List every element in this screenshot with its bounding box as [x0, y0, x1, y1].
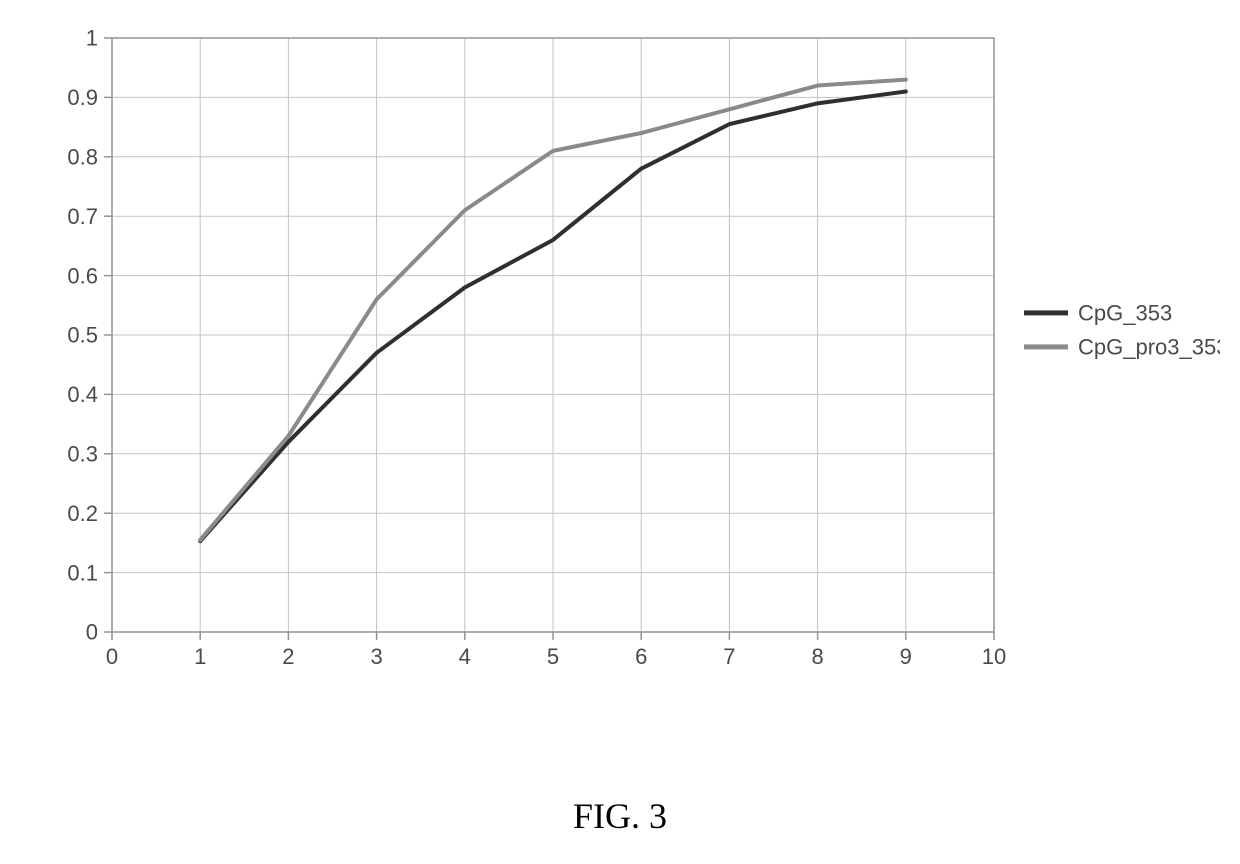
chart-container: 00.10.20.30.40.50.60.70.80.9101234567891…: [20, 20, 1220, 720]
svg-text:9: 9: [900, 644, 912, 669]
svg-text:0.3: 0.3: [67, 442, 98, 467]
svg-text:0.2: 0.2: [67, 501, 98, 526]
svg-text:10: 10: [982, 644, 1006, 669]
legend-label: CpG_pro3_353: [1078, 335, 1220, 360]
svg-text:5: 5: [547, 644, 559, 669]
svg-text:0.6: 0.6: [67, 263, 98, 288]
svg-text:0.7: 0.7: [67, 204, 98, 229]
svg-text:0.5: 0.5: [67, 323, 98, 348]
svg-text:0.8: 0.8: [67, 145, 98, 170]
svg-text:0.4: 0.4: [67, 382, 98, 407]
svg-text:0.1: 0.1: [67, 560, 98, 585]
svg-text:0.9: 0.9: [67, 85, 98, 110]
svg-text:1: 1: [86, 26, 98, 51]
svg-text:8: 8: [811, 644, 823, 669]
svg-text:2: 2: [282, 644, 294, 669]
svg-text:0: 0: [86, 620, 98, 645]
figure-caption: FIG. 3: [0, 795, 1240, 837]
svg-text:0: 0: [106, 644, 118, 669]
line-chart: 00.10.20.30.40.50.60.70.80.9101234567891…: [20, 20, 1220, 720]
svg-text:6: 6: [635, 644, 647, 669]
svg-text:3: 3: [370, 644, 382, 669]
svg-text:1: 1: [194, 644, 206, 669]
legend-label: CpG_353: [1078, 301, 1172, 326]
svg-text:7: 7: [723, 644, 735, 669]
svg-text:4: 4: [459, 644, 471, 669]
